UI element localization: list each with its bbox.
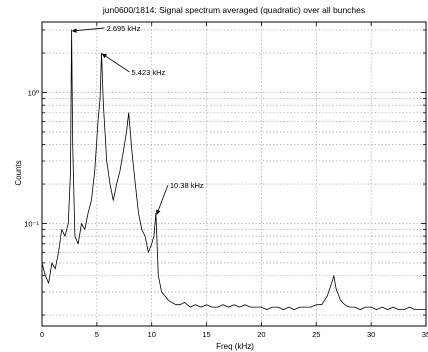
annotation-arrow — [71, 27, 105, 33]
x-tick-label: 5 — [95, 330, 99, 339]
annotation-arrow — [156, 184, 169, 215]
y-axis-label: Counts — [14, 160, 23, 185]
x-tick-label: 15 — [202, 330, 210, 339]
spectrum-line — [41, 29, 426, 311]
annotation-label: 2.695 kHz — [107, 24, 141, 33]
x-tick-label: 35 — [422, 330, 428, 339]
plot-frame — [41, 21, 427, 327]
annotations: 2.695 kHz 5.423 kHz 10.38 kHz — [71, 24, 204, 215]
y-tick-label: 10⁻¹ — [24, 219, 39, 228]
annotation-label: 5.423 kHz — [131, 68, 165, 77]
x-tick-label: 0 — [40, 330, 44, 339]
x-tick-label: 25 — [312, 330, 320, 339]
grid — [42, 22, 426, 326]
x-tick-label: 10 — [148, 330, 156, 339]
y-axis-ticks: 10⁻¹ 10⁰ — [24, 29, 426, 316]
chart-title: jun0600/1814: Signal spectrum averaged (… — [102, 5, 365, 15]
annotation-label: 10.38 kHz — [170, 181, 204, 190]
series-group — [41, 29, 426, 311]
x-tick-label: 30 — [367, 330, 375, 339]
y-tick-label: 10⁰ — [28, 88, 39, 97]
annotation-arrow — [101, 53, 130, 73]
x-axis-label: Freq (kHz) — [216, 342, 254, 351]
x-tick-label: 20 — [257, 330, 265, 339]
x-axis-ticks: 0 5 10 15 20 25 30 35 — [40, 22, 428, 339]
